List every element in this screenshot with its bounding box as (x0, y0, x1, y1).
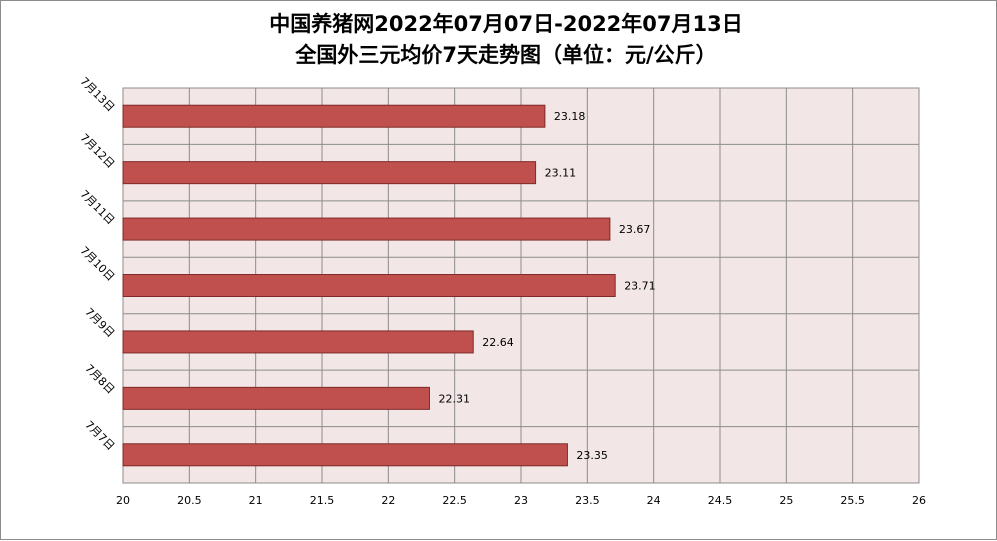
bars (122, 104, 616, 467)
bar-value-label: 23.18 (554, 110, 586, 123)
y-axis-categories: 7月13日 7月12日 7月11日 7月10日 7月9日 7月8日 7月7日 (77, 75, 117, 453)
bar (122, 386, 430, 410)
x-tick-label: 22 (381, 494, 395, 507)
x-tick-label: 20 (116, 494, 130, 507)
category-label: 7月8日 (82, 362, 117, 397)
bar (122, 161, 537, 185)
bar-value-label: 22.64 (482, 336, 514, 349)
bar-value-label: 23.67 (619, 223, 651, 236)
category-label: 7月12日 (77, 131, 117, 171)
x-tick-label: 23 (514, 494, 528, 507)
category-label: 7月10日 (77, 244, 117, 284)
category-label: 7月13日 (77, 75, 117, 115)
bar-value-label: 23.11 (545, 167, 577, 180)
x-tick-label: 26 (912, 494, 926, 507)
bar-value-label: 23.71 (624, 280, 656, 293)
x-tick-label: 21 (249, 494, 263, 507)
category-label: 7月11日 (77, 188, 117, 228)
bar (122, 217, 611, 241)
x-tick-label: 25.5 (840, 494, 865, 507)
chart-title: 中国养猪网2022年07月07日-2022年07月13日 (269, 12, 743, 36)
category-label: 7月7日 (82, 418, 117, 453)
chart-subtitle: 全国外三元均价7天走势图（单位：元/公斤） (294, 43, 716, 67)
bar (122, 443, 568, 467)
bar (122, 330, 474, 354)
x-tick-label: 21.5 (310, 494, 335, 507)
grid-lines (122, 88, 920, 483)
bar (122, 274, 616, 297)
bar (122, 104, 546, 128)
category-label: 7月9日 (82, 305, 117, 340)
x-tick-label: 23.5 (575, 494, 600, 507)
data-labels: 23.18 23.11 23.67 23.71 22.64 22.31 23.35 (438, 110, 655, 462)
x-tick-label: 24 (647, 494, 661, 507)
bar-value-label: 22.31 (438, 392, 470, 405)
x-tick-label: 22.5 (442, 494, 467, 507)
x-tick-label: 25 (779, 494, 793, 507)
x-tick-label: 24.5 (708, 494, 733, 507)
bar-value-label: 23.35 (576, 449, 608, 462)
x-tick-label: 20.5 (177, 494, 202, 507)
x-axis-ticks: 20 20.5 21 21.5 22 22.5 23 23.5 24 24.5 25 25.5 26 (116, 494, 926, 507)
